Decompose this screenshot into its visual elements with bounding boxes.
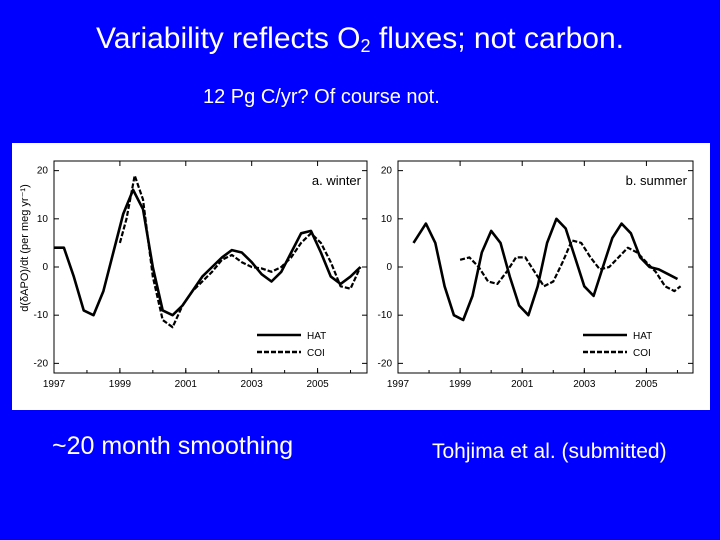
caption-smoothing: ~20 month smoothing <box>52 432 294 460</box>
panel-2-xtick-label: 2001 <box>511 379 534 390</box>
panel-1-xtick-label: 2003 <box>241 379 264 390</box>
panel-2-series-coi <box>459 239 682 293</box>
panel-1-xtick-label: 2005 <box>306 379 329 390</box>
panel-2-xtick-label: 1999 <box>449 379 472 390</box>
slide-subtitle: 12 Pg C/yr? Of course not. <box>203 86 440 108</box>
panel-1-ytick-label: 20 <box>37 166 49 177</box>
panel-1: 20 10 0 -10 -20 1997 1999 2001 2003 2005 a. winter… <box>34 160 368 390</box>
title-part-2: fluxes; not carbon. <box>370 22 625 55</box>
title-subscript: 2 <box>360 36 371 56</box>
panel-2-legend-label-hat: HAT <box>633 331 652 342</box>
caption-citation: Tohjima et al. (submitted) <box>432 440 667 463</box>
panel-1-ytick-label: -10 <box>34 310 49 321</box>
chart-figure: d(δAPO)/dt (per meg yr⁻¹) 20 10 0 -10 -20 199… <box>19 160 694 390</box>
panel-1-xtick-label: 1999 <box>109 379 132 390</box>
panel-1-xtick-label: 2001 <box>175 379 198 390</box>
panel-2-series-hat <box>412 217 679 322</box>
panel-1-label: a. winter <box>312 173 362 188</box>
panel-2-legend-label-coi: COI <box>633 348 651 359</box>
panel-2-ytick-label: 20 <box>381 166 393 177</box>
panel-2-xtick-label: 2005 <box>635 379 658 390</box>
slide-title: Variability reflects O2 fluxes; not carb… <box>0 22 720 57</box>
figure-panel: d(δAPO)/dt (per meg yr⁻¹) 20 10 0 -10 -20 199… <box>12 143 710 410</box>
panel-2-xtick-label: 1997 <box>387 379 410 390</box>
panel-2-ytick-label: -10 <box>378 310 393 321</box>
panel-1-ytick-label: 10 <box>37 214 49 225</box>
panel-2-label: b. summer <box>626 173 688 188</box>
panel-2-ytick-label: -20 <box>378 358 393 369</box>
panel-1-series-hat <box>54 188 362 317</box>
y-axis-label: d(δAPO)/dt (per meg yr⁻¹) <box>19 184 31 311</box>
panel-2-ytick-label: 10 <box>381 214 393 225</box>
panel-1-series-coi <box>118 174 362 329</box>
panel-1-xtick-label: 1997 <box>43 379 66 390</box>
panel-1-ytick-label: -20 <box>34 358 49 369</box>
panel-1-ytick-label: 0 <box>42 262 48 273</box>
panel-2: 20 10 0 -10 -20 1997 1999 2001 2003 2005 b. summer… <box>378 160 694 390</box>
title-part-1: Variability reflects O <box>95 22 361 55</box>
panel-1-legend-label-coi: COI <box>307 348 325 359</box>
panel-1-legend-label-hat: HAT <box>307 331 326 342</box>
panel-2-ytick-label: 0 <box>386 262 392 273</box>
panel-2-xtick-label: 2003 <box>573 379 596 390</box>
